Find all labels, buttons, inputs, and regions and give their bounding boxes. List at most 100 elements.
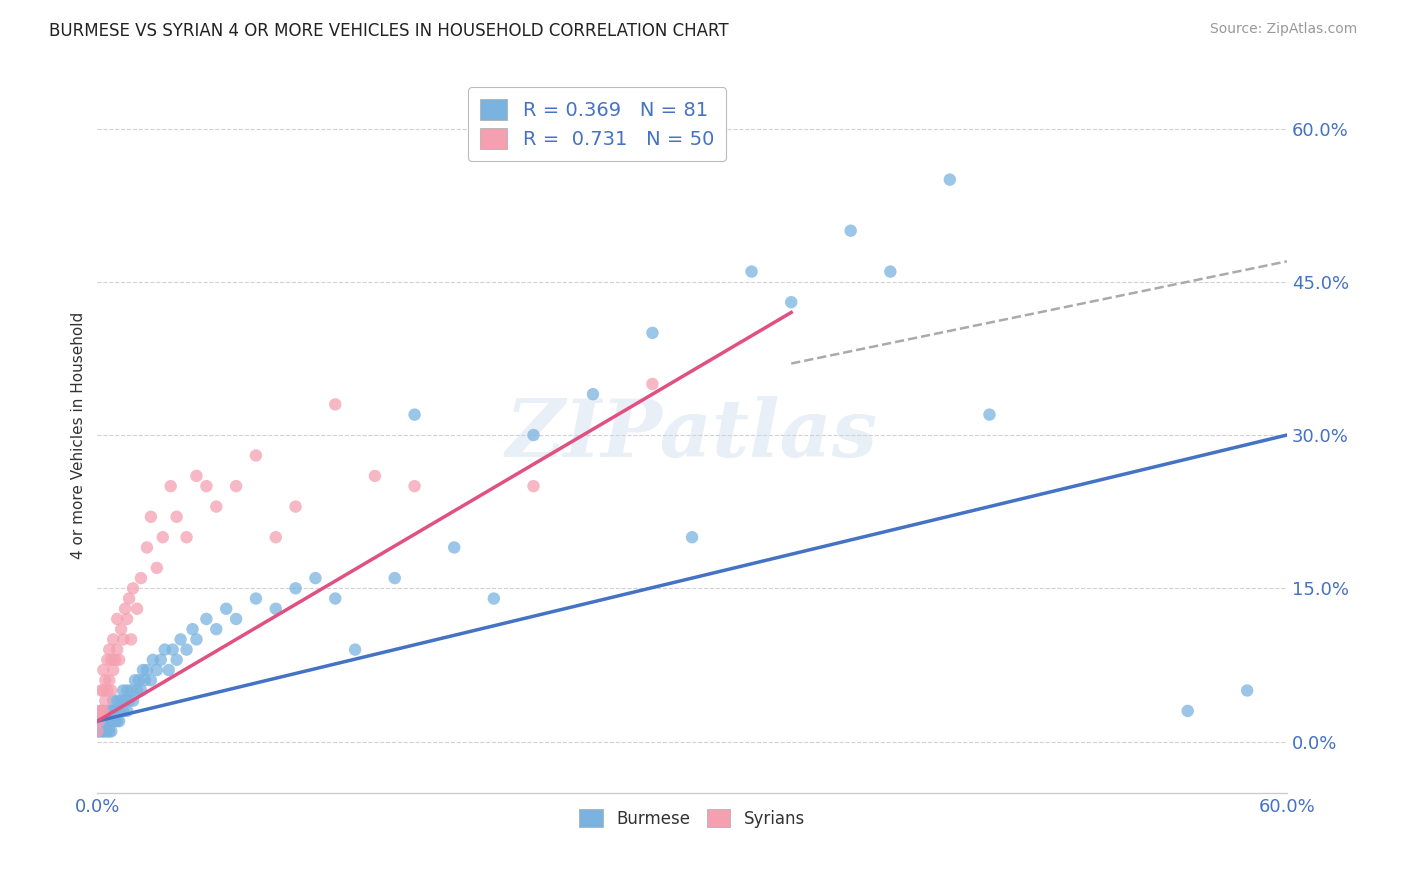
Point <box>139 673 162 688</box>
Point <box>979 408 1001 422</box>
Point <box>104 704 127 718</box>
Point <box>108 704 131 718</box>
Point <box>98 724 121 739</box>
Point <box>91 683 114 698</box>
Point <box>135 541 157 555</box>
Point <box>146 663 169 677</box>
Point <box>162 642 184 657</box>
Point <box>86 724 108 739</box>
Point <box>120 683 142 698</box>
Point <box>120 632 142 647</box>
Point <box>89 704 111 718</box>
Point <box>128 673 150 688</box>
Point <box>90 704 112 718</box>
Point <box>384 571 406 585</box>
Point <box>118 694 141 708</box>
Point <box>1236 683 1258 698</box>
Point <box>91 714 114 728</box>
Point <box>114 694 136 708</box>
Point <box>98 673 121 688</box>
Point <box>100 704 122 718</box>
Point <box>344 642 367 657</box>
Point <box>122 694 145 708</box>
Point <box>86 724 108 739</box>
Point <box>112 632 135 647</box>
Point <box>110 622 132 636</box>
Point <box>129 571 152 585</box>
Point <box>103 714 125 728</box>
Text: Source: ZipAtlas.com: Source: ZipAtlas.com <box>1209 22 1357 37</box>
Point <box>91 663 114 677</box>
Point <box>90 704 112 718</box>
Legend: Burmese, Syrians: Burmese, Syrians <box>572 803 811 834</box>
Point <box>245 449 267 463</box>
Point <box>104 714 127 728</box>
Point <box>135 663 157 677</box>
Point <box>225 479 247 493</box>
Point <box>404 408 426 422</box>
Point <box>91 724 114 739</box>
Point <box>89 724 111 739</box>
Point <box>641 326 664 340</box>
Point <box>142 653 165 667</box>
Point <box>103 632 125 647</box>
Point <box>125 683 148 698</box>
Point <box>1177 704 1199 718</box>
Point <box>125 601 148 615</box>
Point <box>100 683 122 698</box>
Point <box>186 469 208 483</box>
Point <box>90 714 112 728</box>
Point <box>482 591 505 606</box>
Point <box>205 622 228 636</box>
Point <box>94 694 117 708</box>
Point <box>98 642 121 657</box>
Point <box>103 694 125 708</box>
Point <box>94 724 117 739</box>
Point <box>103 704 125 718</box>
Point <box>118 591 141 606</box>
Point <box>96 714 118 728</box>
Point <box>90 683 112 698</box>
Point <box>114 601 136 615</box>
Point <box>176 642 198 657</box>
Point <box>681 530 703 544</box>
Point <box>879 264 901 278</box>
Point <box>443 541 465 555</box>
Point <box>225 612 247 626</box>
Point <box>96 653 118 667</box>
Point <box>115 683 138 698</box>
Point <box>115 612 138 626</box>
Point <box>166 509 188 524</box>
Point <box>522 428 544 442</box>
Point <box>94 714 117 728</box>
Point <box>105 612 128 626</box>
Point <box>124 673 146 688</box>
Point <box>839 224 862 238</box>
Point <box>100 653 122 667</box>
Point <box>641 376 664 391</box>
Point <box>195 612 218 626</box>
Point <box>186 632 208 647</box>
Point <box>105 694 128 708</box>
Point <box>284 582 307 596</box>
Point <box>96 704 118 718</box>
Point <box>129 683 152 698</box>
Point <box>149 653 172 667</box>
Point <box>364 469 387 483</box>
Point <box>112 704 135 718</box>
Point <box>169 632 191 647</box>
Point <box>146 561 169 575</box>
Point <box>157 663 180 677</box>
Point <box>98 714 121 728</box>
Point <box>939 172 962 186</box>
Point <box>90 724 112 739</box>
Point <box>582 387 605 401</box>
Point <box>89 714 111 728</box>
Point <box>134 673 156 688</box>
Point <box>159 479 181 493</box>
Point <box>181 622 204 636</box>
Point <box>304 571 326 585</box>
Point <box>100 724 122 739</box>
Point <box>89 714 111 728</box>
Point <box>108 653 131 667</box>
